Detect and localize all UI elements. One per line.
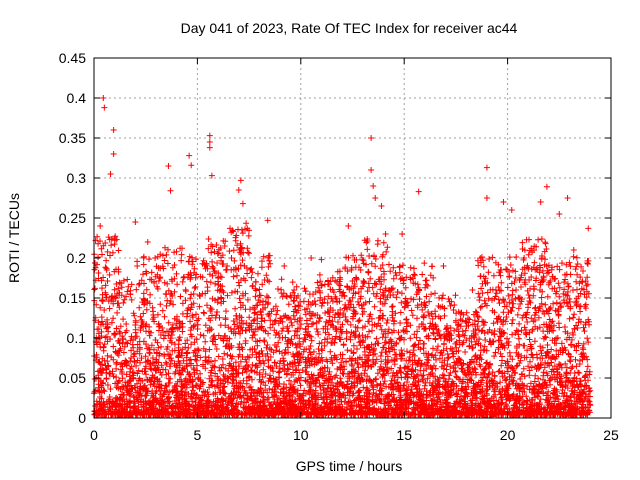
roti-point: [415, 188, 422, 195]
roti-point: [508, 207, 515, 213]
y-tick-label: 0.2: [67, 250, 87, 266]
plot-frame: [93, 57, 612, 419]
roti-point: [235, 187, 242, 193]
roti-point: [368, 135, 375, 141]
roti-point: [281, 263, 288, 269]
y-tick-label: 0.05: [59, 370, 86, 386]
roti-point: [167, 187, 174, 194]
roti-point: [206, 144, 213, 151]
roti-point: [372, 195, 379, 201]
y-tick-label: 0.1: [67, 330, 87, 346]
roti-point: [440, 263, 447, 269]
roti-point: [308, 255, 315, 261]
x-tick-label: 0: [90, 427, 98, 443]
roti-point: [186, 152, 193, 159]
roti-point: [111, 235, 118, 241]
roti-point: [144, 239, 151, 245]
roti-point: [521, 255, 528, 261]
roti-point: [382, 231, 389, 237]
roti-point: [206, 139, 213, 145]
y-tick-label: 0.3: [67, 170, 87, 186]
roti-point: [399, 231, 406, 237]
x-tick-label: 10: [293, 427, 309, 443]
roti-point: [100, 95, 107, 101]
y-tick-label: 0.45: [59, 50, 86, 66]
roti-point: [537, 199, 544, 205]
roti-point: [206, 132, 213, 139]
roti-point: [368, 167, 375, 173]
roti-point: [564, 195, 571, 201]
roti-point: [237, 177, 244, 184]
roti-point: [239, 200, 246, 207]
x-tick-label: 25: [603, 427, 619, 443]
roti-point: [345, 223, 352, 229]
roti-point: [378, 203, 385, 209]
roti-point: [107, 171, 114, 177]
roti-point: [101, 104, 108, 111]
y-tick-label: 0.4: [67, 90, 87, 106]
roti-point: [110, 127, 117, 133]
roti-point: [483, 164, 490, 171]
y-tick-label: 0: [78, 410, 86, 426]
roti-point: [208, 172, 215, 179]
roti-point: [483, 195, 490, 201]
chart-title: Day 041 of 2023, Rate Of TEC Index for r…: [181, 20, 518, 36]
roti-point: [264, 217, 271, 224]
roti-point: [110, 151, 117, 157]
roti-point: [500, 199, 507, 205]
roti-point: [543, 183, 550, 190]
roti-point: [370, 183, 377, 189]
roti-point: [570, 247, 577, 253]
roti-point: [132, 219, 139, 225]
y-tick-label: 0.25: [59, 210, 86, 226]
y-tick-label: 0.15: [59, 290, 86, 306]
x-tick-label: 15: [396, 427, 412, 443]
roti-point: [585, 225, 592, 232]
y-tick-label: 0.35: [59, 130, 86, 146]
roti-point: [97, 223, 104, 229]
x-axis-label: GPS time / hours: [296, 458, 403, 474]
x-tick-label: 20: [500, 427, 516, 443]
roti-point: [188, 162, 195, 169]
y-axis-label: ROTI / TECUs: [6, 193, 22, 283]
roti-point: [469, 287, 476, 293]
roti-point: [165, 163, 172, 169]
axis-ticks: 0 0.05 0.1 0.15 0.2 0.25 0.3 0.35 0.4 0.45 0 5 10 15 2…: [59, 50, 619, 443]
roti-point: [556, 211, 563, 217]
x-tick-label: 5: [194, 427, 202, 443]
roti-point: [318, 256, 325, 263]
